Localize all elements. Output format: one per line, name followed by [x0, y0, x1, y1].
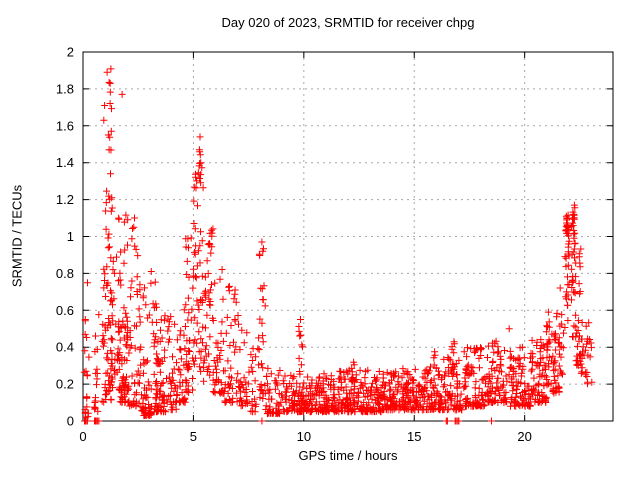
chart-title: Day 020 of 2023, SRMTID for receiver chp…	[221, 15, 475, 30]
x-tick-label: 15	[407, 429, 421, 444]
y-tick-label: 0	[67, 414, 74, 429]
y-tick-label: 1	[67, 229, 74, 244]
scatter-points	[80, 65, 596, 425]
y-tick-label: 1.2	[56, 192, 74, 207]
y-tick-label: 1.8	[56, 81, 74, 96]
y-tick-label: 1.6	[56, 118, 74, 133]
y-tick-label: 0.2	[56, 377, 74, 392]
x-tick-label: 10	[297, 429, 311, 444]
x-tick-label: 20	[517, 429, 531, 444]
y-tick-label: 2	[67, 45, 74, 60]
x-tick-label: 5	[190, 429, 197, 444]
y-tick-label: 1.4	[56, 155, 74, 170]
x-tick-label: 0	[79, 429, 86, 444]
y-tick-label: 0.6	[56, 303, 74, 318]
x-axis-label: GPS time / hours	[298, 448, 398, 463]
y-tick-label: 0.4	[56, 340, 74, 355]
y-tick-label: 0.8	[56, 266, 74, 281]
